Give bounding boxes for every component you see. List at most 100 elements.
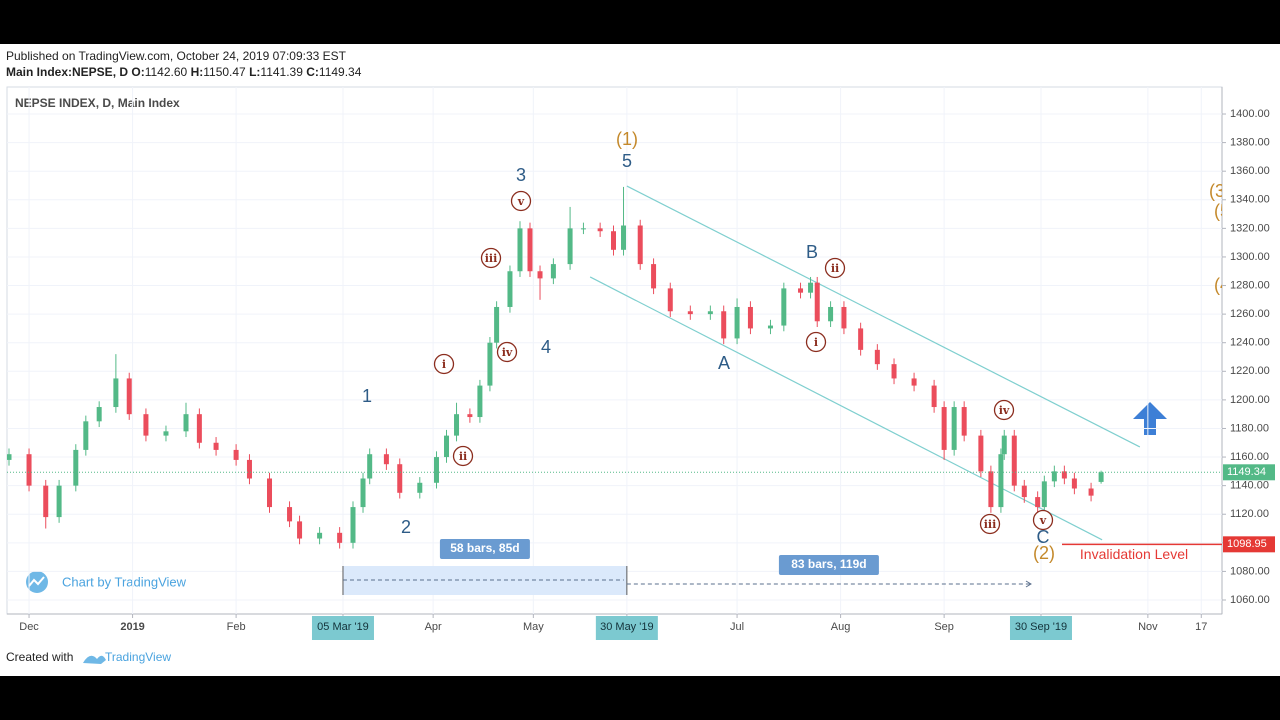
candle-body <box>814 282 820 322</box>
candle-body <box>96 407 102 422</box>
wave-circle <box>480 247 502 269</box>
candle-body <box>1035 497 1041 508</box>
x-tick-label: 05 Mar '19 <box>317 621 369 633</box>
y-tick-label: 1340.00 <box>1230 194 1270 206</box>
candle-body <box>7 454 12 460</box>
y-tick-label: 1080.00 <box>1230 565 1270 577</box>
wave-circle <box>452 445 474 467</box>
x-tick-label: Jul <box>730 621 744 633</box>
candle-body <box>467 414 473 418</box>
x-tick-label: Sep <box>934 621 954 633</box>
candle-body <box>73 449 79 486</box>
y-tick-label: 1140.00 <box>1230 480 1269 492</box>
candle-body <box>1021 485 1027 498</box>
candle-body <box>367 454 373 479</box>
wave-label-major: (4 <box>1214 275 1230 295</box>
candle-body <box>828 306 834 322</box>
wave-label-major: (1) <box>616 129 638 149</box>
x-tick-label: Dec <box>19 621 39 633</box>
candle-body <box>988 471 994 508</box>
candle-body <box>246 459 252 479</box>
wave-circle <box>805 331 827 353</box>
candle-body <box>1098 472 1104 482</box>
invalidation-price-label: 1098.95 <box>1227 538 1267 550</box>
watermark: Chart by TradingView <box>26 571 187 593</box>
wave-label-minor: ii <box>459 450 467 463</box>
candle-body <box>687 311 693 315</box>
symbol-line: Main Index:NEPSE, D O:1142.60 H:1150.47 … <box>6 65 362 79</box>
ohlc-key: H: <box>191 65 204 79</box>
candle-body <box>83 421 89 450</box>
candle-body <box>580 228 586 230</box>
candle-body <box>397 464 403 493</box>
wave-label-major: (2) <box>1033 543 1055 563</box>
candle-body <box>1061 471 1067 479</box>
candle-body <box>1041 481 1047 508</box>
candle-body <box>1011 435 1017 486</box>
last-price-label: 1149.34 <box>1227 466 1266 478</box>
candle-body <box>707 311 713 315</box>
candle-body <box>621 225 627 250</box>
x-tick-highlight <box>311 616 374 640</box>
candle-body <box>1001 435 1007 455</box>
range-label-box <box>778 555 879 575</box>
wave-circle <box>496 341 518 363</box>
candle-body <box>747 306 753 329</box>
wave-circle <box>510 190 532 212</box>
candle-body <box>858 328 864 350</box>
candle-body <box>233 449 239 460</box>
candle-body <box>360 478 366 508</box>
candle-body <box>941 407 947 450</box>
wave-circle <box>979 513 1001 535</box>
candle-body <box>507 271 513 307</box>
x-tick-label: 17 <box>1195 621 1207 633</box>
invalidation-label: Invalidation Level <box>1080 546 1188 562</box>
candle-body <box>1071 478 1077 489</box>
candle-body <box>213 442 219 450</box>
candle-body <box>487 342 493 386</box>
wave-label-minor: iv <box>502 346 513 359</box>
candle-body <box>911 378 917 386</box>
wave-label: 3 <box>516 165 526 185</box>
candle-body <box>931 385 937 408</box>
range-label: 58 bars, 85d <box>450 541 519 555</box>
candle-body <box>43 485 49 518</box>
watermark-text: Chart by TradingView <box>62 574 187 589</box>
candle-body <box>527 228 533 272</box>
y-tick-label: 1400.00 <box>1230 108 1270 120</box>
candle-body <box>734 306 740 339</box>
x-tick-highlight <box>1009 616 1072 640</box>
footer-logo <box>83 655 106 664</box>
created-with: Created with <box>6 650 73 664</box>
candle-body <box>537 271 543 279</box>
candle-body <box>721 311 727 339</box>
x-tick-label: Nov <box>1138 621 1158 633</box>
candle-body <box>417 482 423 493</box>
x-tick-label: May <box>523 621 544 633</box>
candle-body <box>781 288 787 326</box>
invalidation-price-box <box>1223 536 1275 553</box>
wave-label-major: (3 <box>1209 181 1225 201</box>
ohlc-value: 1141.39 <box>260 65 303 79</box>
y-tick-label: 1120.00 <box>1230 508 1269 520</box>
footer-brand: TradingView <box>105 650 171 664</box>
candle-body <box>874 349 880 365</box>
ohlc-value: 1149.34 <box>319 65 362 79</box>
candle-body <box>444 435 450 458</box>
x-tick-label: Feb <box>227 621 246 633</box>
y-tick-label: 1160.00 <box>1230 451 1269 463</box>
x-tick-label: Aug <box>831 621 851 633</box>
ohlc-key: C: <box>306 65 319 79</box>
candle-body <box>113 378 119 408</box>
x-tick-highlight <box>595 616 658 640</box>
canvas <box>0 44 1280 676</box>
wave-label-minor: i <box>814 336 818 349</box>
candle-body <box>337 532 343 543</box>
up-arrow-icon <box>1133 402 1167 435</box>
x-tick-label: 30 Sep '19 <box>1015 621 1067 633</box>
candle-body <box>978 435 984 472</box>
candle-body <box>841 306 847 329</box>
wave-label: 1 <box>362 386 372 406</box>
candle-body <box>961 407 967 436</box>
